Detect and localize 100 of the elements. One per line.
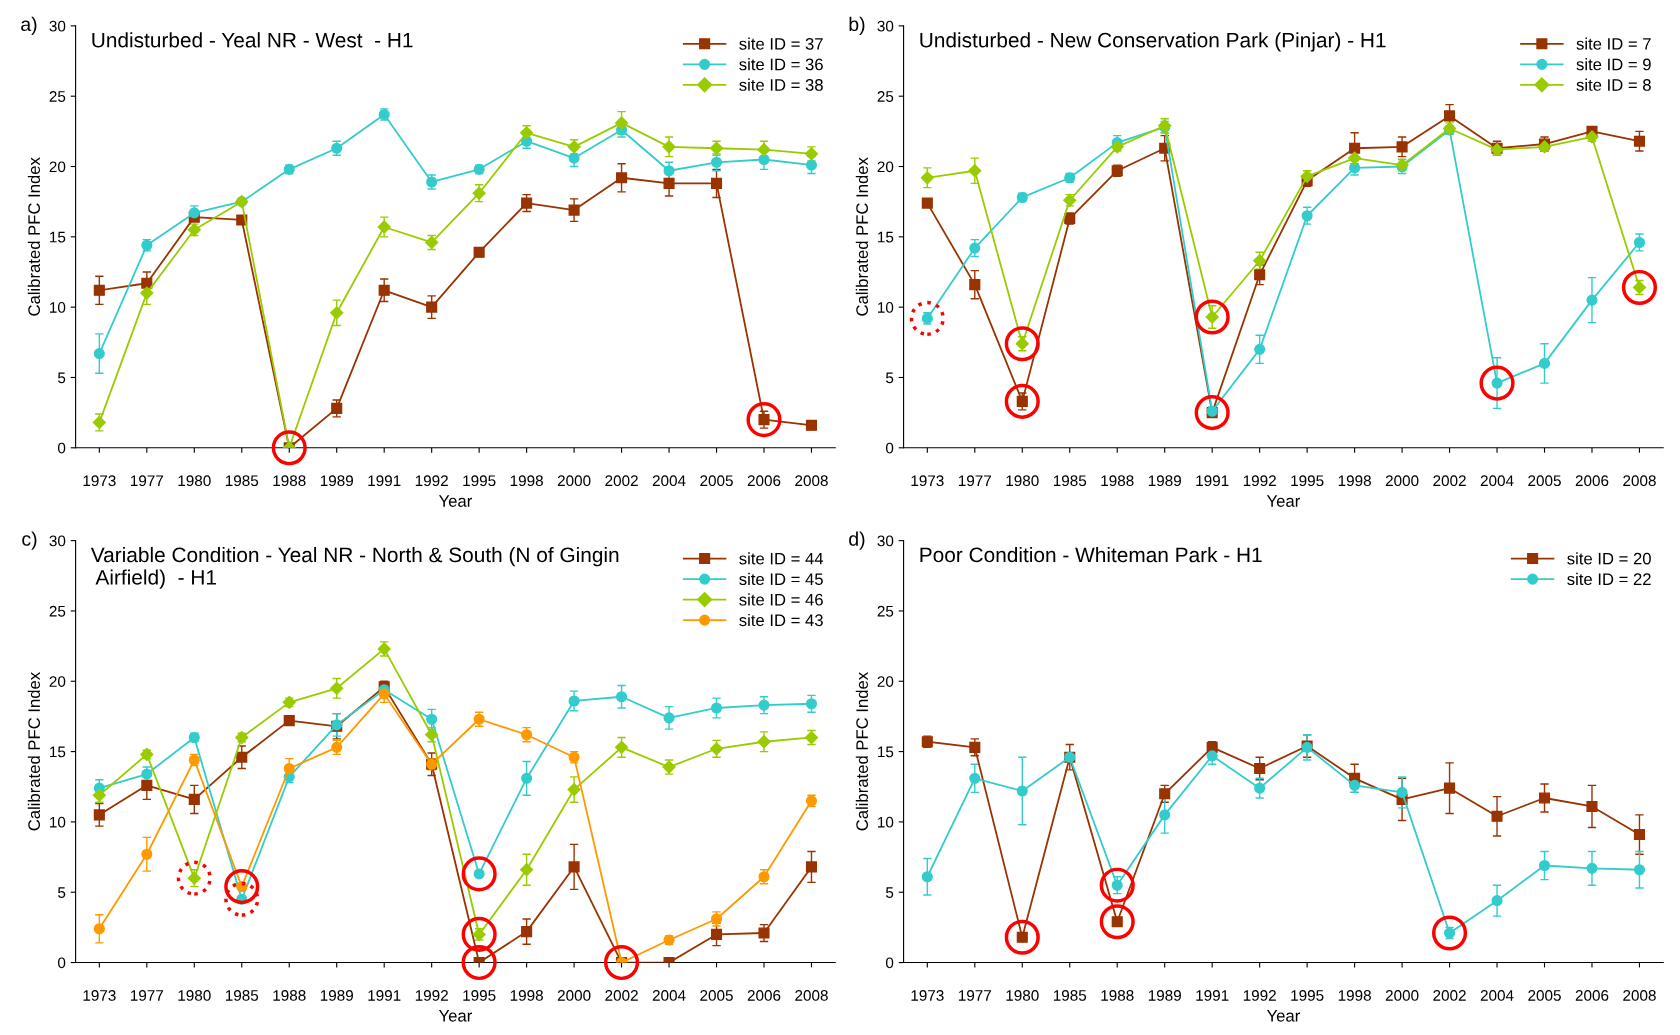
x-tick-label: 2000 xyxy=(557,475,591,487)
x-tick-label: 1989 xyxy=(1148,990,1181,1001)
x-tick-label: 2004 xyxy=(652,475,686,487)
x-tick-label: 2000 xyxy=(1385,990,1419,1001)
legend-label: site ID = 38 xyxy=(739,78,823,91)
x-tick-label: 2008 xyxy=(795,475,828,487)
y-tick-label: 15 xyxy=(50,746,66,758)
y-tick-label: 5 xyxy=(57,887,66,898)
x-tick-label: 2008 xyxy=(795,990,828,1001)
x-tick-label: 1980 xyxy=(178,475,211,487)
y-tick-label: 10 xyxy=(50,302,66,313)
x-tick-label: 2005 xyxy=(1528,475,1561,487)
x-axis-title: Year xyxy=(438,1010,472,1022)
x-tick-label: 1998 xyxy=(1338,475,1371,487)
text: b) xyxy=(849,16,865,35)
y-tick-label: 25 xyxy=(877,605,894,617)
legend-label: site ID = 44 xyxy=(739,552,824,565)
y-tick-label: 15 xyxy=(878,746,894,758)
y-tick-label: 25 xyxy=(49,91,66,102)
y-axis-title: Calibrated PFC Index xyxy=(27,157,41,316)
y-tick-label: 0 xyxy=(57,957,66,969)
x-tick-label: 1973 xyxy=(911,990,944,1001)
x-tick-label: 1991 xyxy=(368,990,401,1001)
y-tick-label: 5 xyxy=(885,887,894,898)
x-tick-label: 1988 xyxy=(273,475,306,487)
x-tick-label: 2004 xyxy=(1480,475,1514,487)
x-tick-label: 2008 xyxy=(1623,990,1656,1001)
y-tick-label: 25 xyxy=(49,605,66,617)
x-tick-label: 1989 xyxy=(320,475,353,487)
x-tick-label: 2006 xyxy=(1575,475,1609,487)
x-tick-label: 2002 xyxy=(1433,475,1466,487)
x-axis-title: Year xyxy=(1266,1010,1300,1022)
y-tick-label: 30 xyxy=(49,20,66,32)
y-tick-label: 25 xyxy=(877,91,894,102)
x-tick-label: 1977 xyxy=(958,475,992,487)
x-tick-label: 2006 xyxy=(1575,990,1609,1001)
x-tick-label: 1995 xyxy=(463,990,496,1001)
x-tick-label: 2005 xyxy=(1528,990,1561,1001)
y-tick-label: 0 xyxy=(885,957,894,969)
y-tick-label: 15 xyxy=(878,231,894,243)
x-tick-label: 2000 xyxy=(1385,475,1419,487)
legend-label: site ID = 36 xyxy=(739,58,823,71)
x-tick-label: 1985 xyxy=(1053,990,1087,1001)
legend-label: site ID = 8 xyxy=(1576,78,1651,91)
y-tick-label: 20 xyxy=(877,161,894,173)
x-tick-label: 1992 xyxy=(415,990,448,1001)
x-tick-label: 2002 xyxy=(1433,990,1466,1001)
y-tick-label: 30 xyxy=(49,535,66,547)
x-tick-label: 2005 xyxy=(700,475,733,487)
chart-title: Undisturbed - Yeal NR - West - H1 xyxy=(92,32,413,48)
y-tick-label: 10 xyxy=(878,302,894,313)
x-tick-label: 2006 xyxy=(747,990,781,1001)
chart-title: Undisturbed - New Conservation Park (Pinjar) - H1 xyxy=(920,32,1386,52)
x-tick-label: 1992 xyxy=(415,475,448,487)
legend-label: site ID = 45 xyxy=(739,572,823,586)
x-tick-label: 1998 xyxy=(1338,990,1371,1001)
y-tick-label: 10 xyxy=(878,816,894,828)
y-tick-label: 20 xyxy=(49,161,66,173)
x-tick-label: 2005 xyxy=(700,990,733,1001)
y-tick-label: 5 xyxy=(57,372,66,384)
x-tick-label: 1980 xyxy=(1006,475,1039,487)
x-tick-label: 1989 xyxy=(1148,475,1181,487)
x-tick-label: 1989 xyxy=(320,990,353,1001)
x-tick-label: 1977 xyxy=(130,475,164,487)
x-tick-label: 2002 xyxy=(605,990,638,1001)
x-tick-label: 1992 xyxy=(1243,475,1276,487)
x-tick-label: 1985 xyxy=(1053,475,1087,487)
text: c) xyxy=(22,531,37,550)
text: Variable Condition - Yeal NR - North & South (N of Gingin Airfield) - H1 xyxy=(90,546,619,589)
x-tick-label: 1973 xyxy=(911,475,944,487)
y-tick-label: 15 xyxy=(50,231,66,243)
x-tick-label: 1988 xyxy=(1101,990,1134,1001)
x-tick-label: 2008 xyxy=(1623,475,1656,487)
legend-label: site ID = 37 xyxy=(739,37,823,50)
x-tick-label: 1973 xyxy=(83,990,116,1001)
y-tick-label: 20 xyxy=(49,676,66,687)
x-tick-label: 1991 xyxy=(1196,475,1229,487)
x-tick-label: 1998 xyxy=(510,990,543,1001)
y-tick-label: 5 xyxy=(885,372,894,384)
x-axis-title: Year xyxy=(1266,495,1300,507)
legend-label: site ID = 46 xyxy=(739,593,823,606)
y-axis-title: Calibrated PFC Index xyxy=(27,672,41,831)
x-tick-label: 1991 xyxy=(1196,990,1229,1001)
x-axis-title: Year xyxy=(438,495,472,507)
x-tick-label: 1995 xyxy=(463,475,496,487)
x-tick-label: 1985 xyxy=(225,475,259,487)
y-tick-label: 10 xyxy=(50,816,66,828)
text: d) xyxy=(849,531,865,550)
x-tick-label: 1991 xyxy=(368,475,401,487)
x-tick-label: 1988 xyxy=(273,990,306,1001)
x-tick-label: 1980 xyxy=(178,990,211,1001)
legend-label: site ID = 22 xyxy=(1567,572,1651,586)
legend-label: site ID = 20 xyxy=(1567,552,1651,565)
legend-label: site ID = 9 xyxy=(1576,58,1651,71)
x-tick-label: 1995 xyxy=(1291,990,1324,1001)
x-tick-label: 1988 xyxy=(1101,475,1134,487)
x-tick-label: 1985 xyxy=(225,990,259,1001)
x-tick-label: 1980 xyxy=(1006,990,1039,1001)
x-tick-label: 2006 xyxy=(747,475,781,487)
x-tick-label: 1977 xyxy=(958,990,992,1001)
